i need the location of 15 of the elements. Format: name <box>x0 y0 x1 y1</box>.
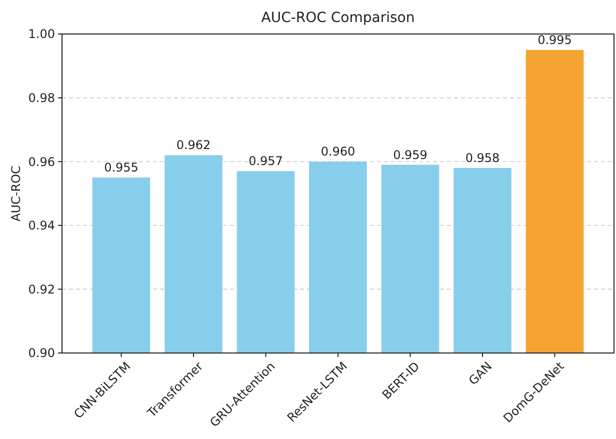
data-label: 0.995 <box>538 32 572 47</box>
y-tick-label: 0.90 <box>28 346 55 360</box>
y-tick-label: 0.96 <box>28 154 55 169</box>
y-tick-label: 0.98 <box>28 91 55 105</box>
data-label: 0.960 <box>320 144 356 159</box>
y-axis-title: AUC-ROC <box>9 166 23 222</box>
data-label: 0.955 <box>104 160 138 175</box>
chart-title: AUC-ROC Comparison <box>261 10 415 26</box>
y-tick-label: 1.00 <box>28 27 55 42</box>
data-label: 0.957 <box>248 154 283 168</box>
y-tick-label: 0.92 <box>28 282 55 296</box>
data-label: 0.959 <box>393 148 428 162</box>
data-label: 0.958 <box>465 150 500 165</box>
y-tick-label: 0.94 <box>28 218 55 233</box>
data-label: 0.962 <box>176 138 211 152</box>
